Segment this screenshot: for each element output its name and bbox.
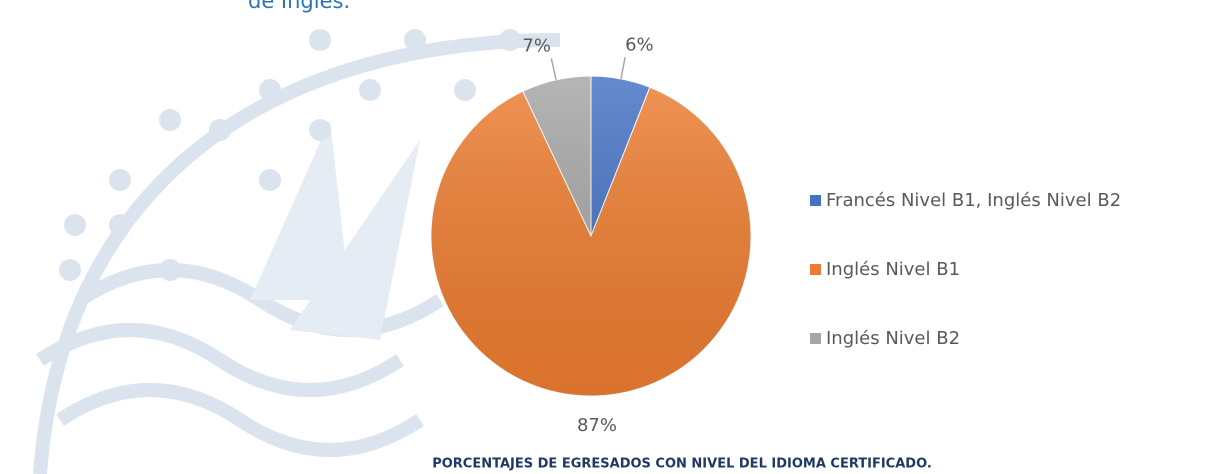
legend-marker xyxy=(810,195,821,206)
legend-label: Inglés Nivel B2 xyxy=(826,328,960,349)
data-label: 6% xyxy=(625,34,654,55)
legend: Francés Nivel B1, Inglés Nivel B2 Inglés … xyxy=(810,190,1121,349)
data-label: 7% xyxy=(522,36,551,57)
chart: de Inglés. PORCENTAJES DE EGRESADOS CON … xyxy=(0,0,1228,474)
legend-marker xyxy=(810,264,821,275)
pie: 6% 87% 7% xyxy=(431,34,751,435)
legend-label: Inglés Nivel B1 xyxy=(826,259,960,280)
leader-line xyxy=(551,58,556,79)
data-label: 87% xyxy=(577,415,617,436)
leader-line xyxy=(621,57,625,79)
chart-title: de Inglés. xyxy=(248,0,350,13)
caption: PORCENTAJES DE EGRESADOS CON NIVEL DEL I… xyxy=(432,457,932,472)
legend-label: Francés Nivel B1, Inglés Nivel B2 xyxy=(826,190,1121,211)
legend-marker xyxy=(810,333,821,344)
